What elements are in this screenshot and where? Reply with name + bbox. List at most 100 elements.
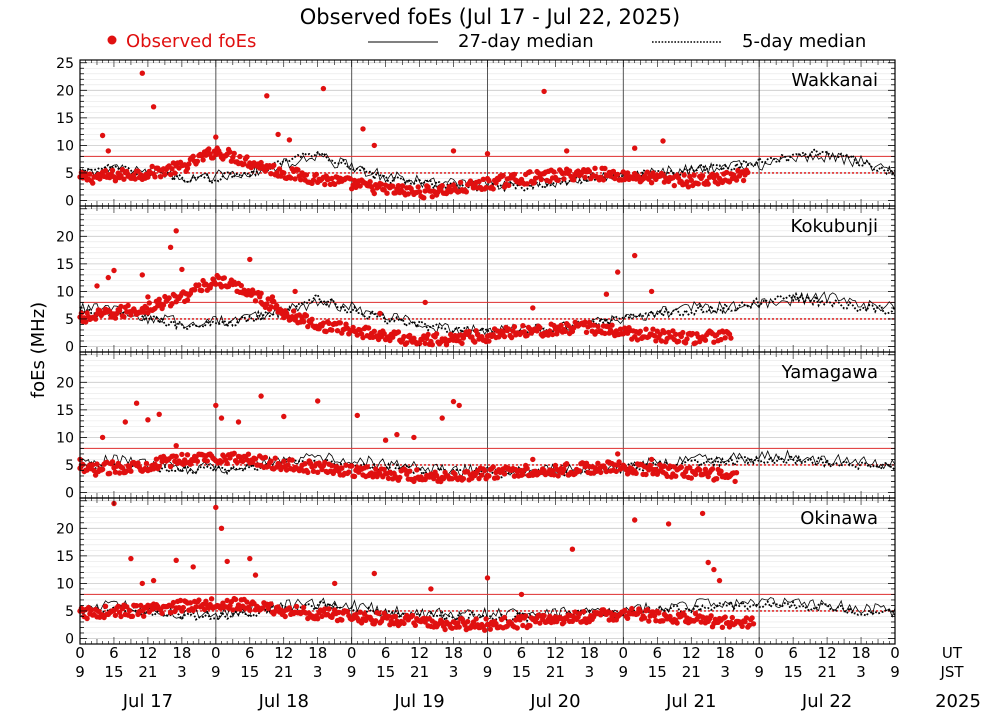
observed-spike-point — [292, 288, 298, 295]
median-5day-line — [79, 453, 896, 479]
observed-point — [650, 170, 656, 176]
observed-point — [172, 170, 178, 176]
observed-point — [129, 613, 136, 619]
chart-title: Observed foEs (Jul 17 - Jul 22, 2025) — [300, 5, 680, 29]
observed-point — [523, 613, 529, 619]
observed-point — [624, 615, 631, 621]
observed-point — [240, 458, 246, 465]
ut-hour-label: 18 — [580, 644, 599, 662]
observed-point — [653, 618, 659, 624]
observed-point — [339, 617, 345, 623]
observed-point — [336, 609, 342, 616]
observed-spike-point — [648, 288, 655, 295]
observed-spike-point — [484, 575, 491, 581]
observed-point — [726, 624, 733, 630]
observed-point — [200, 157, 206, 163]
observed-point — [392, 613, 399, 620]
observed-spike-point — [150, 104, 157, 110]
observed-point — [112, 469, 119, 475]
observed-spike-point — [632, 517, 638, 523]
observed-point — [415, 184, 421, 190]
observed-point — [351, 473, 358, 480]
observed-point — [179, 451, 185, 458]
y-tick-label: 0 — [65, 339, 74, 355]
ut-hour-label: 18 — [444, 644, 463, 662]
y-tick-label: 10 — [56, 138, 74, 154]
observed-point — [323, 328, 329, 335]
observed-spike-point — [315, 398, 321, 404]
observed-spike-point — [382, 437, 389, 443]
observed-point — [268, 304, 274, 310]
observed-spike-point — [213, 134, 219, 140]
median-5day-line — [79, 291, 896, 339]
observed-point — [194, 158, 201, 164]
observed-point — [354, 332, 360, 338]
observed-point — [288, 175, 294, 181]
observed-point — [385, 613, 392, 620]
ut-hour-label: 0 — [754, 644, 764, 662]
observed-spike-point — [360, 126, 366, 132]
observed-point — [170, 599, 177, 606]
observed-point — [177, 597, 184, 604]
observed-spike-point — [530, 456, 536, 463]
observed-point — [216, 274, 222, 281]
observed-point — [156, 463, 162, 470]
observed-point — [722, 335, 728, 341]
observed-point — [680, 329, 686, 336]
y-tick-label: 10 — [56, 284, 74, 300]
observed-spike-point — [173, 557, 179, 563]
observed-point — [692, 471, 699, 478]
observed-spike-point — [371, 142, 377, 149]
observed-point — [709, 466, 716, 472]
observed-point — [457, 179, 464, 186]
observed-point — [295, 167, 301, 173]
observed-point — [535, 170, 542, 176]
observed-point — [524, 332, 530, 339]
observed-point — [395, 183, 402, 189]
observed-point — [347, 176, 353, 182]
observed-point — [159, 610, 165, 616]
observed-point — [460, 476, 467, 482]
observed-point — [401, 333, 407, 340]
observed-spike-point — [99, 434, 106, 441]
observed-point — [332, 181, 338, 187]
observed-point — [397, 474, 403, 481]
jst-hour-label: 3 — [177, 663, 187, 681]
observed-spike-point — [450, 398, 457, 405]
observed-point — [675, 338, 682, 344]
observed-spike-point — [128, 555, 134, 562]
observed-point — [289, 457, 295, 463]
observed-point — [132, 176, 138, 182]
y-tick-label: 15 — [56, 549, 74, 565]
observed-point — [84, 615, 90, 622]
jst-hour-label: 21 — [138, 663, 157, 681]
observed-point — [112, 612, 119, 619]
observed-point — [329, 327, 335, 333]
jst-hour-label: 15 — [104, 663, 123, 681]
observed-spike-point — [247, 256, 253, 263]
observed-point — [99, 466, 106, 472]
observed-point — [699, 173, 706, 179]
observed-point — [121, 314, 127, 320]
observed-point — [648, 180, 655, 186]
observed-point — [305, 323, 311, 330]
observed-point — [616, 459, 622, 465]
observed-point — [480, 176, 486, 182]
y-tick-label: 5 — [65, 312, 74, 328]
observed-point — [551, 169, 557, 175]
observed-spike-point — [428, 586, 434, 592]
observed-spike-point — [275, 131, 281, 138]
observed-point — [169, 166, 175, 172]
observed-point — [218, 459, 225, 465]
observed-point — [527, 623, 533, 629]
observed-spike-point — [122, 419, 128, 425]
day-label: Jul 22 — [801, 691, 852, 712]
observed-point — [422, 188, 428, 194]
observed-point — [501, 614, 508, 621]
observed-point — [624, 170, 631, 176]
observed-point — [558, 615, 564, 622]
observed-point — [718, 336, 724, 343]
observed-point — [405, 191, 411, 197]
observed-point — [262, 454, 269, 461]
ut-hour-label: 6 — [245, 644, 255, 662]
